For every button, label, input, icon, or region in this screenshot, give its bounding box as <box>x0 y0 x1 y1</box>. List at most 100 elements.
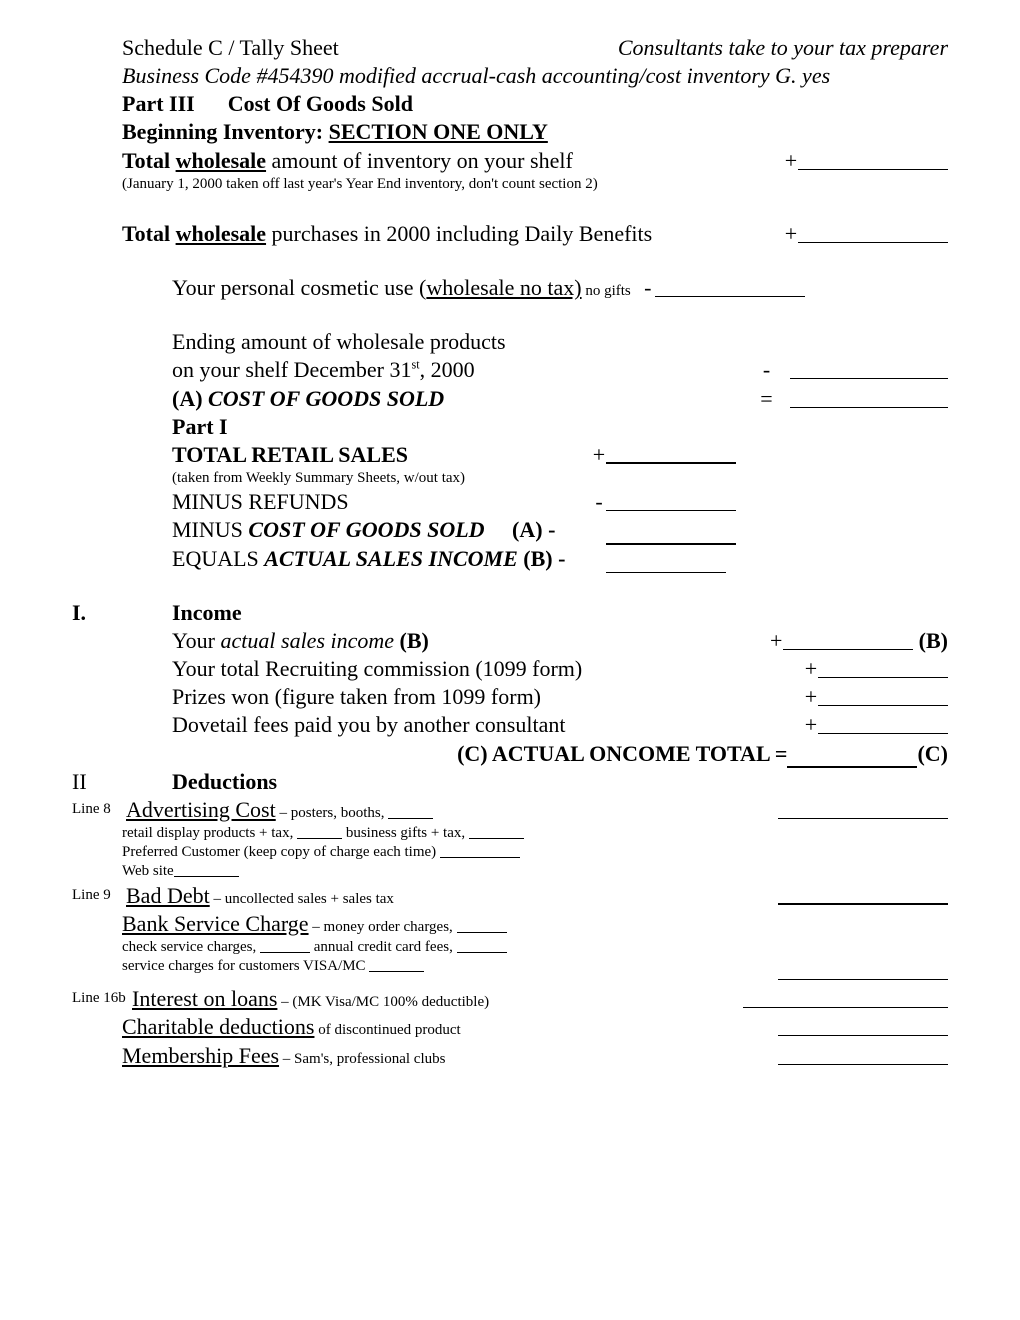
adv-l2b: business gifts + tax, <box>342 825 469 841</box>
bad-rest: – uncollected sales + sales tax <box>210 891 394 907</box>
bad-blank[interactable] <box>778 903 948 905</box>
beginning-section: SECTION ONE ONLY <box>329 119 548 144</box>
part3-cogs: Cost Of Goods Sold <box>228 91 413 116</box>
bank-blank2[interactable] <box>260 952 310 953</box>
bank-l3: service charges for customers VISA/MC <box>72 957 948 985</box>
adv-blank3[interactable] <box>469 838 524 839</box>
minus-cogs-i: COST OF GOODS SOLD <box>248 517 484 542</box>
shelf-wholesale: wholesale <box>176 148 266 173</box>
income-total-blank[interactable] <box>787 740 917 768</box>
bank-title: Bank Service Charge <box>122 911 309 936</box>
part3-label: Part III <box>122 91 195 116</box>
adv-row: Line 8 Advertising Cost – posters, booth… <box>72 796 948 824</box>
shelf-note: (January 1, 2000 taken off last year's Y… <box>122 175 948 194</box>
income-num: I. <box>72 599 122 627</box>
adv-blank4[interactable] <box>440 857 520 858</box>
inc-l1-i: actual sales income <box>221 628 395 653</box>
bank-l2a: check service charges, <box>122 939 260 955</box>
cogs-blank[interactable] <box>790 407 948 408</box>
bank-total-blank[interactable] <box>778 979 948 980</box>
bank-l2: check service charges, annual credit car… <box>72 938 948 957</box>
ending-l2b: , 2000 <box>420 357 475 382</box>
adv-total-blank[interactable] <box>778 818 948 819</box>
cosmetic-blank[interactable] <box>655 296 805 297</box>
adv-l3: Preferred Customer (keep copy of charge … <box>72 843 948 862</box>
line8-label: Line 8 <box>72 796 126 824</box>
retail-note-row: (taken from Weekly Summary Sheets, w/out… <box>72 469 948 488</box>
minus-cogs-row: MINUS COST OF GOODS SOLD (A) - <box>72 516 948 544</box>
ending-l2a: on your shelf December 31 <box>172 357 411 382</box>
bank-blank3[interactable] <box>457 952 507 953</box>
inc-l4: Dovetail fees paid you by another consul… <box>172 711 565 739</box>
consultants-note: Consultants take to your tax preparer <box>618 34 948 62</box>
cogs-label: COST OF GOODS SOLD <box>208 386 444 411</box>
income-total-tag: (C) <box>917 740 948 768</box>
bank-l3t: service charges for customers VISA/MC <box>122 958 369 974</box>
bank-row: Bank Service Charge – money order charge… <box>72 910 948 938</box>
inc-l4-blank[interactable] <box>818 733 948 734</box>
adv-rest: – posters, booths, <box>276 805 389 821</box>
income-title-row: I. Income <box>72 599 948 627</box>
inc-l2: Your total Recruiting commission (1099 f… <box>172 655 582 683</box>
bad-title: Bad Debt <box>126 883 210 908</box>
header-row2: Business Code #454390 modified accrual-c… <box>72 62 948 90</box>
inc-l3-blank[interactable] <box>818 705 948 706</box>
memb-blank[interactable] <box>778 1064 948 1065</box>
int-blank[interactable] <box>743 1007 948 1008</box>
adv-blank5[interactable] <box>174 876 239 877</box>
cosmetic-u: wholesale no tax) <box>426 275 581 300</box>
retail-blank[interactable] <box>606 462 736 464</box>
ending-blank[interactable] <box>790 378 948 379</box>
deductions-num: II <box>72 768 122 796</box>
income-title: Income <box>122 599 948 627</box>
income-l1: Your actual sales income (B) + (B) <box>72 627 948 655</box>
inc-l2-blank[interactable] <box>818 677 948 678</box>
inc-l1-pre: Your <box>172 628 221 653</box>
line16b-label: Line 16b <box>72 985 132 1013</box>
char-title: Charitable deductions <box>122 1014 314 1039</box>
income-l3: Prizes won (figure taken from 1099 form)… <box>72 683 948 711</box>
adv-title: Advertising Cost <box>126 797 276 822</box>
inc-l1-blank[interactable] <box>783 649 913 650</box>
retail-note: (taken from Weekly Summary Sheets, w/out… <box>122 469 948 488</box>
bank-blank1[interactable] <box>457 932 507 933</box>
adv-blank1[interactable] <box>388 818 433 819</box>
income-total-row: (C) ACTUAL ONCOME TOTAL = (C) <box>72 740 948 768</box>
header-row1: Schedule C / Tally Sheet Consultants tak… <box>72 34 948 62</box>
refunds-blank[interactable] <box>606 510 736 511</box>
equals-i: ACTUAL SALES INCOME <box>264 546 517 571</box>
refunds-row: MINUS REFUNDS - <box>72 488 948 516</box>
adv-blank2[interactable] <box>297 838 342 839</box>
purchases-total: Total <box>122 221 176 246</box>
cosmetic-pre: Your personal cosmetic use ( <box>172 275 426 300</box>
adv-l2: retail display products + tax, business … <box>72 824 948 843</box>
inc-l1-suf: (B) <box>394 628 429 653</box>
cosmetic-row: Your personal cosmetic use (wholesale no… <box>72 274 948 302</box>
bad-row: Line 9 Bad Debt – uncollected sales + sa… <box>72 882 948 910</box>
bank-blank4[interactable] <box>369 971 424 972</box>
shelf-blank[interactable] <box>798 169 948 170</box>
minus-cogs-pre: MINUS <box>172 517 248 542</box>
purchases-row: Total wholesale purchases in 2000 includ… <box>72 220 948 248</box>
minus-cogs-suf: (A) - <box>485 517 556 542</box>
inc-l3: Prizes won (figure taken from 1099 form) <box>172 683 541 711</box>
cogs-a-row: (A) COST OF GOODS SOLD = <box>72 385 948 413</box>
equals-pre: EQUALS <box>172 546 264 571</box>
equals-blank[interactable] <box>606 545 726 573</box>
minus-cogs-blank[interactable] <box>606 516 736 544</box>
total-retail: TOTAL RETAIL SALES <box>172 441 592 469</box>
deductions-title-row: II Deductions <box>72 768 948 796</box>
equals-suf: (B) - <box>518 546 566 571</box>
purchases-suffix: purchases in 2000 including Daily Benefi… <box>266 221 652 246</box>
bank-rest: – money order charges, <box>309 919 457 935</box>
purchases-blank[interactable] <box>798 242 948 243</box>
beginning-prefix: Beginning Inventory: <box>122 119 329 144</box>
page: Schedule C / Tally Sheet Consultants tak… <box>0 0 1020 1110</box>
memb-row: Membership Fees – Sam's, professional cl… <box>72 1042 948 1070</box>
line9-label: Line 9 <box>72 882 126 910</box>
ending-row2: on your shelf December 31st, 2000 - <box>72 356 948 384</box>
char-blank[interactable] <box>778 1035 948 1036</box>
ending-sup: st <box>411 358 419 372</box>
part3-title: Part III Cost Of Goods Sold <box>72 90 948 118</box>
int-title: Interest on loans <box>132 986 277 1011</box>
